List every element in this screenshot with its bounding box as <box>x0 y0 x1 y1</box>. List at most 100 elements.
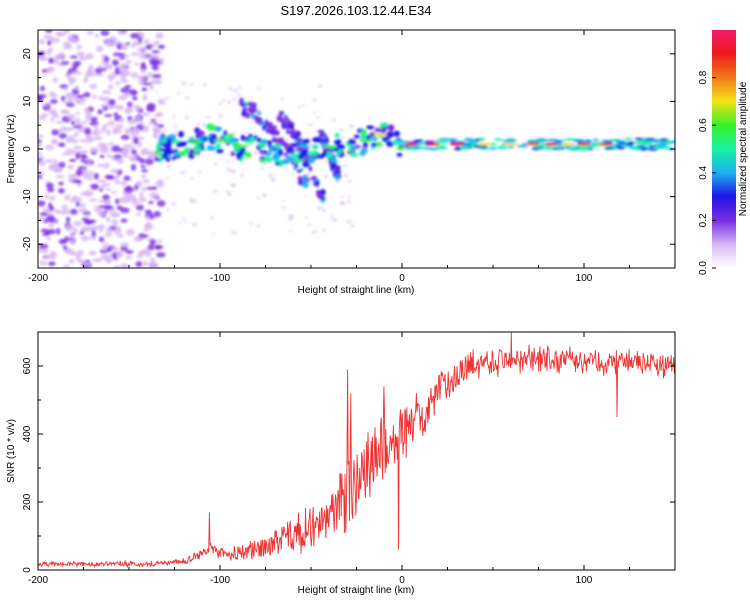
spectrogram-y-axis-label: Frequency (Hz) <box>6 115 17 184</box>
spectrogram-cell <box>71 195 78 200</box>
spectrogram-cell <box>103 162 110 169</box>
spectrogram-cell <box>152 186 157 190</box>
spectrogram-cell <box>281 206 286 209</box>
spectrogram-cell <box>478 137 485 141</box>
spectrogram-cell <box>272 129 277 134</box>
spectrogram-cell <box>237 92 240 97</box>
spectrogram-cell <box>58 181 64 186</box>
spectrogram-cell <box>43 103 50 107</box>
spectrogram-cell <box>190 177 194 180</box>
spectrogram-cell <box>167 154 172 158</box>
spectrogram-cell <box>215 143 221 149</box>
spectrogram-cell <box>282 141 289 146</box>
spectrogram-cell <box>213 190 219 193</box>
spectrogram-cell <box>147 244 155 251</box>
spectrogram-cell <box>286 147 295 153</box>
colorbar-tick-label: 0.4 <box>698 165 709 179</box>
spectrogram-cell <box>544 142 559 146</box>
spectrogram-cell <box>133 137 139 144</box>
spectrogram-cell <box>94 73 105 77</box>
spectrogram-cell <box>124 84 132 88</box>
spectrogram-cell <box>227 192 232 196</box>
spectrogram-cell <box>74 85 80 90</box>
spectrogram-cell <box>140 61 146 68</box>
spectrogram-cell <box>149 238 156 246</box>
spectrogram-cell <box>46 182 54 190</box>
spectrogram-x-ticks: -200 -100 0 100 <box>28 30 676 284</box>
spectrogram-cell <box>117 30 127 35</box>
spectrogram-cell <box>149 257 156 262</box>
spectrogram-cell <box>112 252 118 260</box>
snr-x-tick-label: 100 <box>576 575 593 586</box>
spectrogram-cell <box>140 174 147 179</box>
spectrogram-cell <box>75 152 81 160</box>
snr-x-tick-label: -100 <box>210 575 230 586</box>
spectrogram-cell <box>310 175 318 181</box>
spectrogram-cell <box>63 30 70 34</box>
spectrogram-cell <box>516 144 529 148</box>
spectrogram-cell <box>73 98 83 103</box>
spectrogram-cell <box>73 220 83 227</box>
spectrogram-cell <box>350 152 359 157</box>
spectrogram-cell <box>105 227 113 234</box>
spectrogram-cell <box>198 170 202 174</box>
spectrogram-cell <box>152 126 160 133</box>
spectrogram-cell <box>496 146 507 149</box>
spectrogram-cell <box>296 131 301 137</box>
spectrogram-cell <box>189 83 194 86</box>
spectrogram-cell <box>86 30 94 36</box>
spectrogram-cell <box>97 199 106 203</box>
spectrogram-cell <box>126 101 133 108</box>
spectrogram-cell <box>42 207 51 212</box>
spectrogram-cell <box>131 127 142 133</box>
spectrogram-cell <box>138 196 147 203</box>
spectrogram-cell <box>117 159 124 165</box>
spectrogram-cell <box>153 210 162 218</box>
spectrogram-cell <box>76 51 85 57</box>
spectrogram-cell <box>241 110 247 117</box>
spectrogram-cell <box>83 173 91 180</box>
spectrogram-cell <box>268 121 273 127</box>
spectrogram-cell <box>332 217 338 222</box>
spectrogram-cell <box>118 65 127 72</box>
spectrogram-cell <box>136 157 144 161</box>
spectrogram-cell <box>261 138 268 145</box>
spectrogram-cell <box>222 99 225 103</box>
spectrogram-cell <box>57 142 66 147</box>
spectrogram-cell <box>329 215 333 219</box>
spectrogram-cell <box>278 110 285 116</box>
spectrogram-cell <box>268 173 275 176</box>
spectrogram-cell <box>96 163 105 168</box>
spectrogram-cell <box>253 135 258 140</box>
spectrogram-cell <box>353 134 361 139</box>
spectrogram-cell <box>63 245 68 251</box>
spectrogram-cell <box>320 139 329 143</box>
spectrogram-cell <box>141 186 147 192</box>
spectrogram-cell <box>234 147 240 153</box>
spectrogram-cell <box>75 200 80 207</box>
spectrogram-cell <box>71 120 76 126</box>
spectrogram-cell <box>60 57 66 62</box>
spectrogram-cell <box>147 150 157 157</box>
spectrogram-cell <box>50 37 60 43</box>
spectrogram-cell <box>334 139 341 146</box>
spectrogram-cell <box>57 31 67 37</box>
spectrogram-cell <box>107 84 114 90</box>
spectrogram-cell <box>279 116 284 123</box>
spectrogram-cell <box>125 249 134 254</box>
colorbar: 0.0 0.2 0.4 0.6 0.8 Normalized spectral ampl… <box>698 30 749 275</box>
spectrogram-cell <box>90 183 99 190</box>
spectrogram-cell <box>226 159 230 164</box>
spectrogram-cell <box>132 95 138 101</box>
spectrogram-cell <box>160 148 166 152</box>
spectrogram-cell <box>640 148 648 151</box>
spectrogram-cell <box>346 200 352 203</box>
colorbar-tick-label: 0.8 <box>698 70 709 84</box>
spectrogram-cell <box>308 144 313 148</box>
spectrogram-cell <box>256 197 261 200</box>
spectrogram-cell <box>48 47 54 51</box>
spectrogram-cell <box>89 121 99 126</box>
spectrogram-cell <box>196 122 200 126</box>
spectrogram-cell <box>145 44 153 50</box>
spectrogram-cell <box>176 92 181 95</box>
